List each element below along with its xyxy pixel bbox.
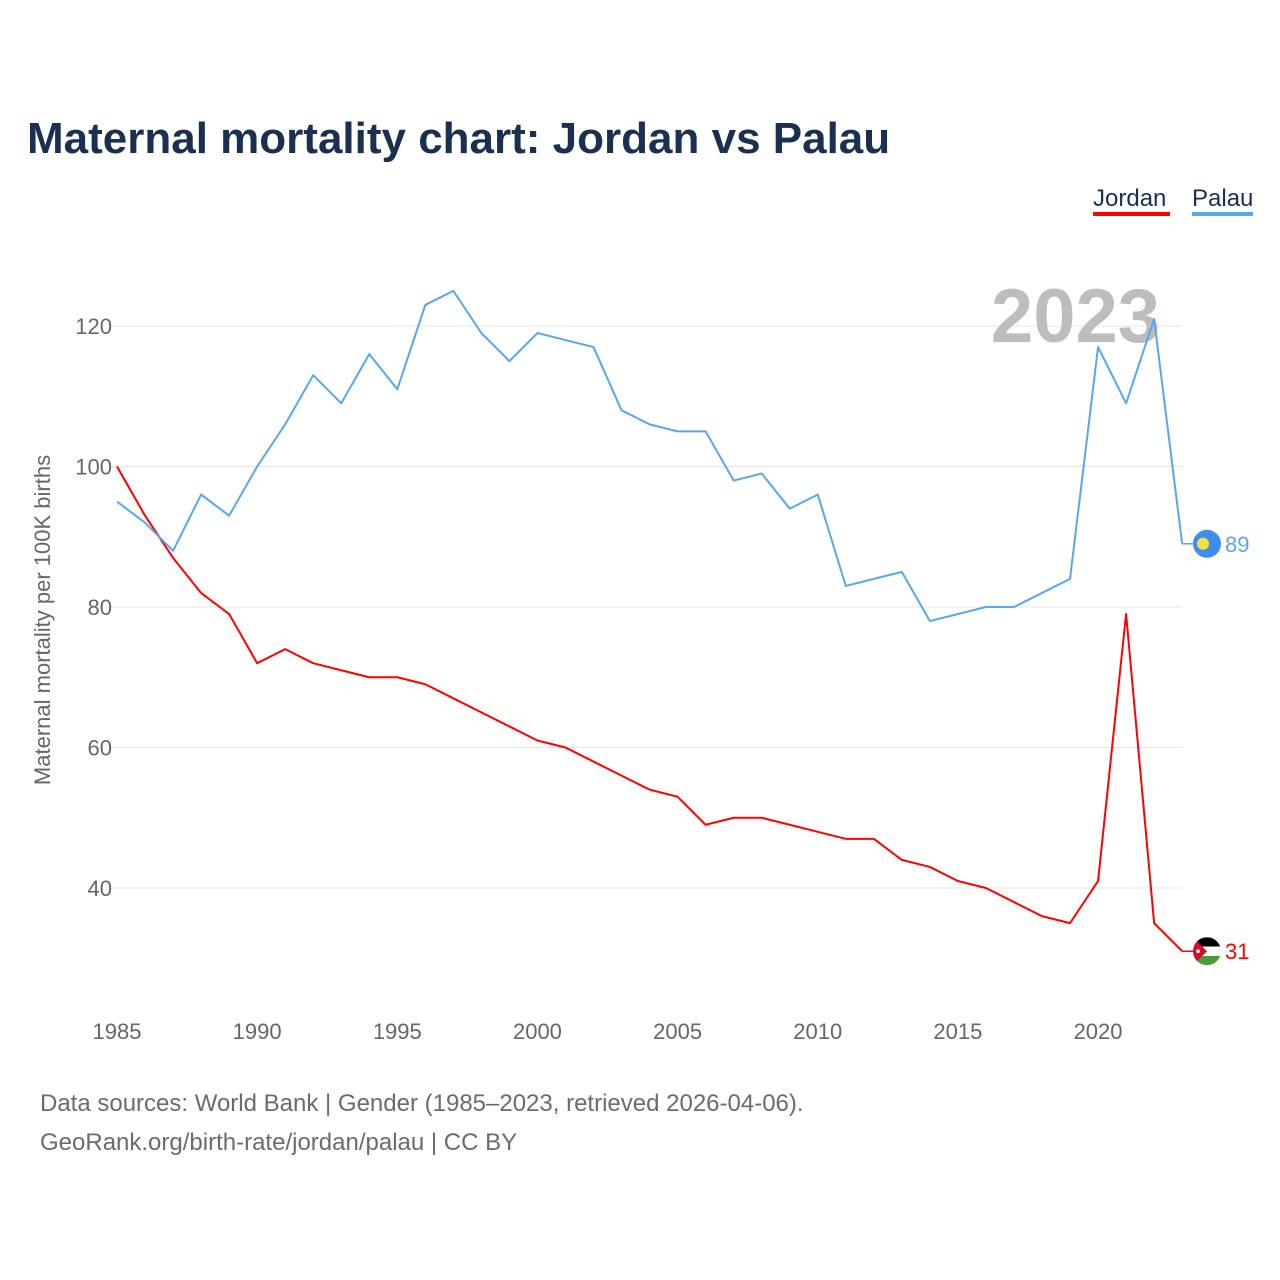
x-tick-label: 1995 (373, 1019, 422, 1044)
legend-swatch (1093, 212, 1170, 216)
end-value-label: 31 (1225, 939, 1249, 964)
flag-stripe (1193, 946, 1221, 956)
flag-stripe (1193, 937, 1221, 947)
y-tick-label: 80 (88, 595, 112, 620)
x-tick-label: 2000 (513, 1019, 562, 1044)
end-value-label: 89 (1225, 532, 1249, 557)
year-watermark: 2023 (991, 274, 1160, 359)
flag-triangle (1193, 937, 1207, 966)
x-tick-label: 2010 (793, 1019, 842, 1044)
x-tick-label: 2005 (653, 1019, 702, 1044)
series-lines: 31 89 (116, 289, 1249, 966)
jordan-flag-icon (1193, 937, 1221, 966)
y-tick-label: 40 (88, 876, 112, 901)
y-axis: 40 60 80 100 120 (75, 314, 112, 901)
x-tick-label: 2020 (1074, 1019, 1123, 1044)
source-line: Data sources: World Bank | Gender (1985–… (40, 1090, 804, 1117)
legend-item-palau[interactable]: Palau (1192, 185, 1253, 212)
source-url[interactable]: GeoRank.org/birth-rate/jordan/palau | CC… (40, 1129, 517, 1156)
palau-flag-moon (1197, 537, 1209, 550)
flag-star (1196, 949, 1200, 954)
y-tick-label: 100 (75, 455, 112, 480)
x-tick-label: 1990 (233, 1019, 282, 1044)
y-axis-label: Maternal mortality per 100K births (30, 455, 55, 785)
jordan-flag-body (1193, 937, 1221, 966)
legend: Jordan Palau (1093, 185, 1253, 216)
series-line-palau (116, 289, 1184, 623)
chart-title: Maternal mortality chart: Jordan vs Pala… (27, 114, 890, 163)
legend-item-jordan[interactable]: Jordan (1093, 185, 1166, 212)
x-axis: 1985 1990 1995 2000 2005 2010 2015 2020 (93, 1019, 1123, 1044)
legend-swatch (1192, 212, 1253, 216)
series-line-jordan (116, 466, 1183, 952)
flag-stripe (1193, 955, 1221, 966)
x-tick-label: 1985 (93, 1019, 142, 1044)
y-tick-label: 60 (88, 736, 112, 761)
x-tick-label: 2015 (933, 1019, 982, 1044)
grid (110, 325, 1182, 889)
y-tick-label: 120 (75, 314, 112, 339)
